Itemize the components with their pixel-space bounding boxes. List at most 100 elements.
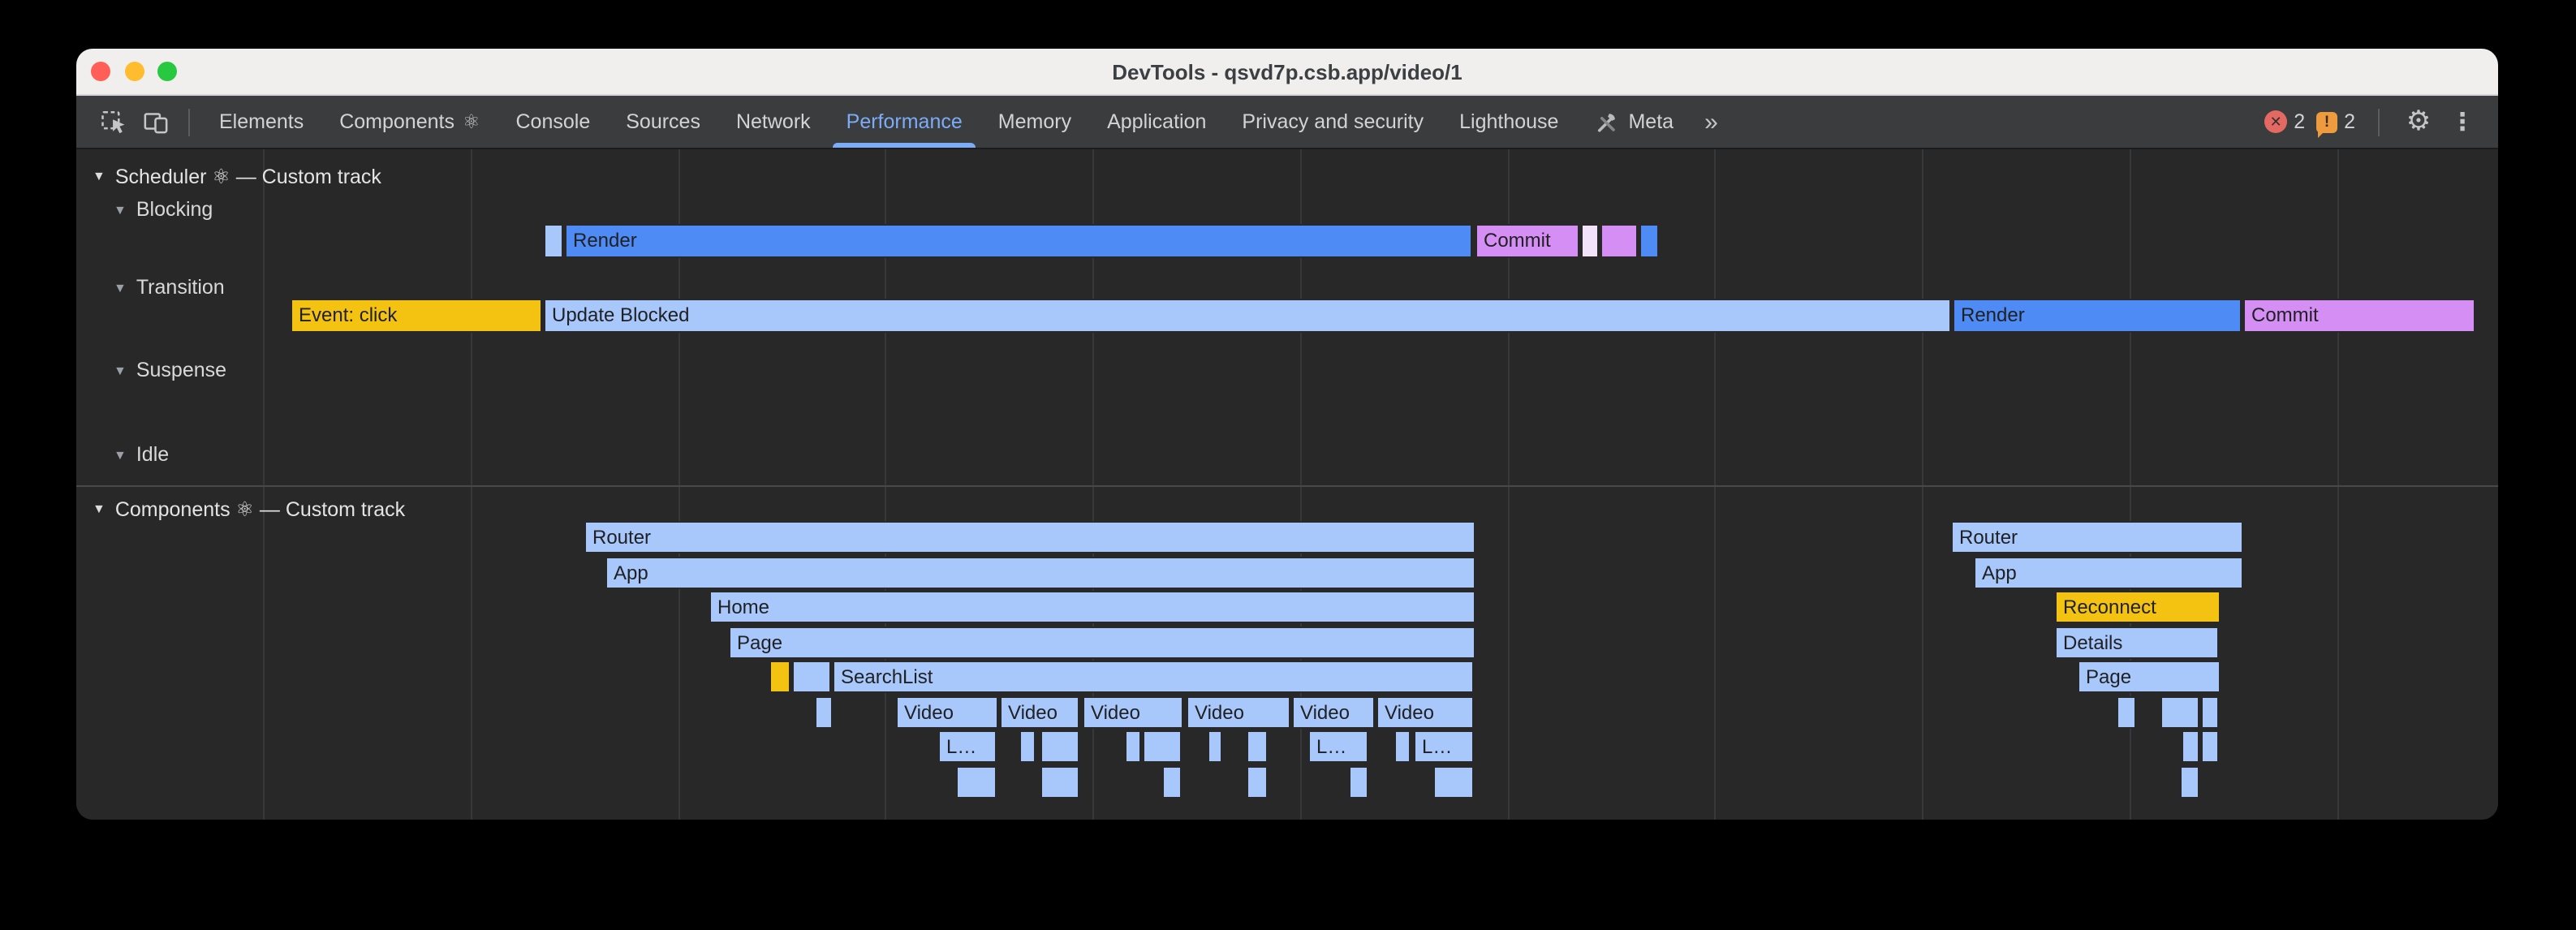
tab-sources[interactable]: Sources [608, 96, 718, 148]
track-header-scheduler-custom-track[interactable]: ▼ Scheduler ⚛ — Custom track [93, 166, 381, 188]
flame-bar[interactable] [1581, 224, 1599, 258]
flame-bar-video[interactable]: Video [1187, 696, 1290, 729]
inspect-element-icon[interactable] [93, 96, 135, 148]
group-label-blocking[interactable]: ▼ Blocking [114, 198, 213, 221]
device-toolbar-icon[interactable] [135, 96, 177, 148]
error-badge[interactable]: ✕ 2 [2264, 110, 2305, 133]
flame-bar-l[interactable]: L… [1414, 730, 1474, 763]
flame-bar[interactable] [1433, 766, 1474, 799]
flame-bar[interactable] [815, 696, 833, 729]
flame-bar-searchlist[interactable]: SearchList [833, 661, 1474, 693]
group-label-idle[interactable]: ▼ Idle [114, 443, 170, 466]
flame-bar[interactable] [2160, 696, 2199, 729]
flame-bar[interactable] [2117, 696, 2136, 729]
flame-bar-event-click[interactable]: Event: click [291, 299, 542, 333]
flame-bar[interactable] [1019, 730, 1036, 763]
tab-elements[interactable]: Elements [201, 96, 321, 148]
flame-bar-l[interactable]: L… [1308, 730, 1368, 763]
flame-bar[interactable] [1394, 730, 1411, 763]
flame-bar-router[interactable]: Router [1951, 521, 2243, 553]
performance-flamechart-panel[interactable]: ▼ Scheduler ⚛ — Custom track ▼ Blocking Rend… [76, 149, 2498, 820]
timeline-gridline [2130, 149, 2131, 820]
collapse-triangle-icon: ▼ [93, 502, 106, 516]
warning-count: 2 [2344, 110, 2355, 133]
flame-bar-video[interactable]: Video [1376, 696, 1474, 729]
flame-bar[interactable] [1639, 224, 1659, 258]
flame-bar-page[interactable]: Page [2078, 661, 2221, 693]
close-window-button[interactable] [91, 62, 110, 81]
flame-bar-commit[interactable]: Commit [2243, 299, 2475, 333]
flame-bar-l[interactable]: L… [938, 730, 997, 763]
flame-bar[interactable] [2201, 730, 2219, 763]
flame-bar[interactable] [1040, 766, 1079, 799]
tab-network[interactable]: Network [718, 96, 829, 148]
flame-bar-app[interactable]: App [1974, 557, 2243, 589]
warning-badge[interactable]: ! 2 [2316, 110, 2355, 137]
more-tabs-button[interactable]: » [1704, 108, 1718, 136]
flame-bar[interactable] [1208, 730, 1222, 763]
kebab-menu-icon[interactable]: ⋮ [2450, 109, 2475, 136]
flame-bar-reconnect[interactable]: Reconnect [2055, 591, 2221, 623]
flame-bar[interactable] [1125, 730, 1141, 763]
flame-bar-app[interactable]: App [605, 557, 1475, 589]
flame-bar[interactable] [544, 224, 563, 258]
group-label-suspense[interactable]: ▼ Suspense [114, 359, 227, 381]
group-label-transition[interactable]: ▼ Transition [114, 276, 225, 299]
tab-label: Components [339, 110, 454, 133]
track-header-components-custom-track[interactable]: ▼ Components ⚛ — Custom track [93, 498, 406, 521]
flame-bar[interactable] [769, 661, 790, 693]
tab-label: Sources [626, 110, 700, 133]
flame-bar[interactable] [1247, 766, 1268, 799]
devtools-window: DevTools - qsvd7p.csb.app/video/1 Elemen… [76, 49, 2498, 820]
flame-bar-video[interactable]: Video [896, 696, 998, 729]
react-atom-icon: ⚛ [462, 110, 480, 133]
tab-memory[interactable]: Memory [980, 96, 1089, 148]
error-icon: ✕ [2264, 110, 2288, 133]
tab-components[interactable]: Components ⚛ [321, 96, 498, 148]
flame-bar[interactable] [2180, 766, 2199, 799]
flame-bar[interactable] [1600, 224, 1638, 258]
flame-bar[interactable] [792, 661, 831, 693]
collapse-triangle-icon: ▼ [114, 202, 127, 217]
flame-bar-video[interactable]: Video [1000, 696, 1079, 729]
flame-bar-render[interactable]: Render [1953, 299, 2242, 333]
flame-bar-home[interactable]: Home [709, 591, 1475, 623]
tab-privacy-and-security[interactable]: Privacy and security [1224, 96, 1441, 148]
tab-label: Meta [1628, 110, 1674, 133]
tab-application[interactable]: Application [1089, 96, 1224, 148]
tab-performance[interactable]: Performance [829, 96, 980, 148]
zoom-window-button[interactable] [157, 62, 177, 81]
window-titlebar: DevTools - qsvd7p.csb.app/video/1 [76, 49, 2498, 96]
tab-strip: Elements Components ⚛ Console Sources Network… [201, 96, 1691, 148]
flame-bar[interactable] [1040, 730, 1079, 763]
flame-bar-router[interactable]: Router [584, 521, 1475, 553]
tab-meta[interactable]: Meta [1576, 96, 1691, 148]
tab-lighthouse[interactable]: Lighthouse [1441, 96, 1576, 148]
flame-bar[interactable] [1143, 730, 1182, 763]
tab-console[interactable]: Console [498, 96, 609, 148]
flame-bar[interactable] [2182, 730, 2199, 763]
flame-bar-video[interactable]: Video [1292, 696, 1375, 729]
tab-label: Console [515, 110, 591, 133]
settings-gear-icon[interactable]: ⚙ [2406, 105, 2432, 136]
flame-bar[interactable] [1162, 766, 1182, 799]
flame-bar-video[interactable]: Video [1083, 696, 1183, 729]
flame-bar[interactable] [2201, 696, 2219, 729]
timeline-gridline [1300, 149, 1302, 820]
tab-label: Network [735, 110, 811, 133]
window-title: DevTools - qsvd7p.csb.app/video/1 [1112, 59, 1462, 84]
timeline-gridline [471, 149, 472, 820]
flame-bar-page[interactable]: Page [729, 626, 1475, 659]
flame-bar[interactable] [956, 766, 997, 799]
flame-bar-update-blocked[interactable]: Update Blocked [544, 299, 1951, 333]
toolbar-separator [188, 108, 190, 136]
tab-label: Memory [997, 110, 1072, 133]
flame-bar-details[interactable]: Details [2055, 626, 2219, 659]
flame-bar-render[interactable]: Render [565, 224, 1472, 258]
flame-bar[interactable] [1247, 730, 1268, 763]
toolbar-separator [2378, 108, 2380, 136]
flame-bar[interactable] [1349, 766, 1368, 799]
flame-bar-commit[interactable]: Commit [1475, 224, 1579, 258]
timeline-gridline [1714, 149, 1716, 820]
minimize-window-button[interactable] [124, 62, 144, 81]
